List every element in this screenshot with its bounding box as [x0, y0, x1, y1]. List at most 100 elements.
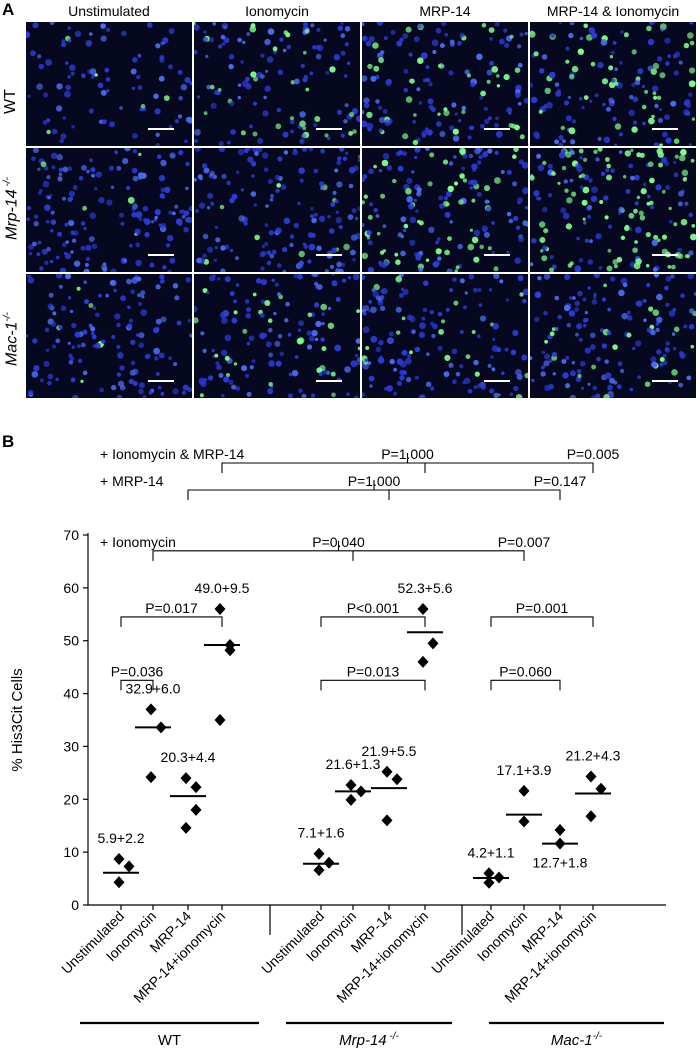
citrulline-cell [321, 346, 327, 352]
citrulline-cell [471, 330, 476, 334]
nucleus-cell [509, 392, 514, 397]
citrulline-cell [691, 117, 696, 121]
nucleus-cell [27, 274, 31, 278]
citrulline-cell [652, 91, 657, 96]
micrograph-tile [362, 274, 528, 398]
nucleus-cell [149, 262, 155, 268]
nucleus-cell [142, 205, 149, 212]
nucleus-cell [588, 178, 593, 183]
nucleus-cell [51, 128, 58, 135]
nucleus-cell [154, 215, 158, 220]
nucleus-cell [344, 26, 351, 32]
nucleus-cell [289, 119, 295, 125]
nucleus-cell [342, 156, 348, 161]
nucleus-cell [259, 313, 265, 318]
nucleus-cell [494, 22, 500, 27]
nucleus-cell [578, 258, 584, 263]
nucleus-cell [651, 239, 658, 246]
nucleus-cell [543, 274, 551, 280]
citrulline-cell [603, 394, 610, 398]
citrulline-cell [620, 235, 626, 240]
citrulline-cell [140, 103, 146, 109]
citrulline-cell [445, 202, 450, 207]
micrograph-tile [194, 274, 360, 398]
citrulline-cell [303, 50, 307, 55]
nucleus-cell [26, 205, 32, 211]
nucleus-cell [487, 363, 492, 368]
micrograph-tile [26, 22, 192, 146]
citrulline-cell [631, 126, 638, 133]
nucleus-cell [431, 333, 436, 339]
citrulline-cell [653, 234, 659, 240]
nucleus-cell [672, 308, 677, 312]
nucleus-cell [116, 344, 121, 349]
citrulline-cell [366, 111, 373, 119]
citrulline-cell [412, 139, 419, 146]
y-tick-label: 40 [63, 686, 79, 702]
nucleus-cell [293, 148, 297, 153]
nucleus-cell [257, 138, 264, 144]
nucleus-cell [277, 292, 281, 297]
nucleus-cell [203, 167, 210, 174]
nucleus-cell [382, 109, 388, 114]
nucleus-cell [130, 289, 135, 294]
nucleus-cell [264, 242, 269, 246]
nucleus-cell [154, 356, 159, 361]
citrulline-cell [373, 65, 380, 72]
citrulline-cell [194, 22, 196, 26]
nucleus-cell [43, 360, 50, 367]
nucleus-cell [406, 196, 413, 203]
nucleus-cell [70, 377, 76, 383]
nucleus-cell [346, 392, 350, 396]
nucleus-cell [379, 295, 385, 300]
nucleus-cell [138, 342, 144, 348]
citrulline-cell [480, 90, 486, 97]
nucleus-cell [167, 269, 172, 272]
citrulline-cell [624, 150, 631, 157]
citrulline-cell [331, 392, 336, 398]
nucleus-cell [203, 30, 207, 34]
nucleus-cell [126, 323, 133, 329]
nucleus-cell [223, 37, 230, 44]
nucleus-cell [51, 165, 56, 170]
nucleus-cell [55, 377, 59, 382]
nucleus-cell [418, 331, 425, 339]
nucleus-cell [543, 310, 548, 316]
nucleus-cell [157, 154, 162, 159]
nucleus-cell [377, 105, 383, 111]
nucleus-cell [335, 217, 342, 224]
nucleus-cell [660, 28, 664, 32]
nucleus-cell [200, 331, 205, 336]
nucleus-cell [451, 102, 457, 108]
citrulline-cell [509, 34, 514, 39]
nucleus-cell [393, 367, 397, 372]
nucleus-cell [60, 305, 67, 311]
nucleus-cell [268, 352, 274, 358]
citrulline-cell [673, 138, 680, 144]
nucleus-cell [116, 394, 123, 398]
nucleus-cell [221, 22, 229, 30]
nucleus-cell [579, 36, 584, 41]
nucleus-cell [288, 372, 293, 377]
nucleus-cell [47, 196, 51, 200]
nucleus-cell [554, 82, 560, 87]
micrograph-image [26, 274, 192, 398]
nucleus-cell [92, 306, 97, 310]
nucleus-cell [132, 57, 138, 63]
nucleus-cell [194, 49, 198, 55]
citrulline-cell [437, 112, 441, 116]
nucleus-cell [635, 226, 642, 234]
data-point [323, 856, 335, 869]
citrulline-cell [658, 162, 663, 168]
data-point [190, 803, 202, 816]
citrulline-cell [557, 181, 561, 185]
citrulline-cell [599, 200, 604, 204]
nucleus-cell [67, 296, 72, 300]
nucleus-cell [58, 284, 64, 289]
nucleus-cell [405, 357, 412, 365]
nucleus-cell [382, 152, 390, 160]
cross-comparison-label: + Ionomycin & MRP-14 [100, 446, 245, 462]
nucleus-cell [654, 274, 659, 278]
nucleus-cell [80, 221, 86, 226]
citrulline-cell [203, 111, 208, 116]
